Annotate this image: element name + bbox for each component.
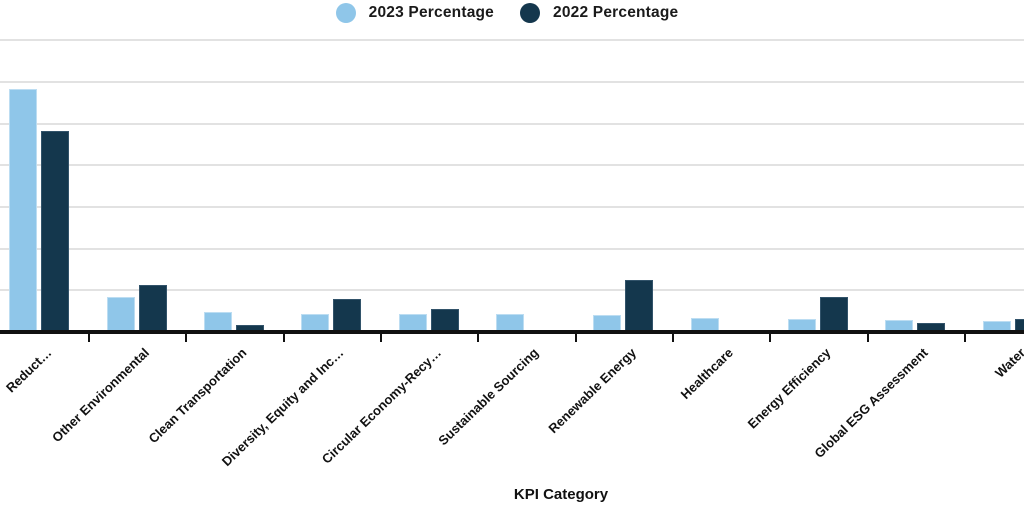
x-axis-tick	[672, 334, 675, 342]
x-axis-tick	[574, 334, 577, 342]
x-axis-tick	[769, 334, 772, 342]
legend-item-2022-percentage[interactable]: 2022 Percentage	[520, 3, 678, 23]
x-axis-label-healthcare: Healthcare	[677, 345, 737, 402]
x-axis-tick	[964, 334, 967, 342]
gridline	[0, 289, 1024, 292]
x-axis-label-global-esg-assessment: Global ESG Assessment	[811, 345, 931, 461]
bar-2022-percentage-energy-efficiency[interactable]	[820, 296, 849, 332]
gridline	[0, 247, 1024, 250]
gridline	[0, 122, 1024, 125]
x-axis-tick	[477, 334, 480, 342]
bar-2022-percentage-circular-economy-recy[interactable]	[430, 309, 459, 332]
x-axis-label-energy-efficiency: Energy Efficiency	[744, 345, 834, 432]
x-axis-label-renewable-energy: Renewable Energy	[545, 345, 639, 437]
x-axis-label-reduct: Reduct…	[3, 345, 55, 396]
gridline	[0, 164, 1024, 167]
x-axis-tick	[87, 334, 90, 342]
x-axis-label-other-environmental: Other Environmental	[49, 345, 153, 446]
legend-label: 2022 Percentage	[553, 4, 679, 21]
x-axis-label-clean-transportation: Clean Transportation	[145, 345, 250, 447]
bar-2023-percentage-other-environmental[interactable]	[106, 296, 135, 332]
x-axis-tick	[282, 334, 285, 342]
x-axis-title: KPI Category	[513, 486, 609, 503]
x-axis-label-sustainable-sourcing: Sustainable Sourcing	[435, 345, 542, 449]
legend-dot-2023-percentage	[335, 3, 356, 23]
legend-item-2023-percentage[interactable]: 2023 Percentage	[335, 3, 494, 23]
x-axis-tick	[185, 334, 188, 342]
bar-2023-percentage-reduct[interactable]	[9, 89, 38, 332]
gridline	[0, 80, 1024, 83]
gridline	[0, 205, 1024, 208]
legend-dot-2022-percentage	[520, 3, 540, 23]
bar-2022-percentage-diversity-equity-and-inc[interactable]	[333, 298, 362, 332]
bar-2022-percentage-renewable-energy[interactable]	[625, 280, 654, 332]
bar-2023-percentage-clean-transportation[interactable]	[204, 311, 232, 332]
x-axis-line	[0, 330, 1024, 334]
x-axis-tick	[380, 334, 383, 342]
x-axis-tick	[866, 334, 869, 342]
legend-label: 2023 Percentage	[368, 4, 494, 21]
gridline	[0, 39, 1024, 42]
x-axis-label-water: Water	[992, 345, 1024, 381]
bar-2022-percentage-reduct[interactable]	[41, 131, 70, 332]
legend: 2023 Percentage 2022 Percentage	[0, 0, 1014, 26]
bar-2022-percentage-other-environmental[interactable]	[138, 285, 167, 332]
